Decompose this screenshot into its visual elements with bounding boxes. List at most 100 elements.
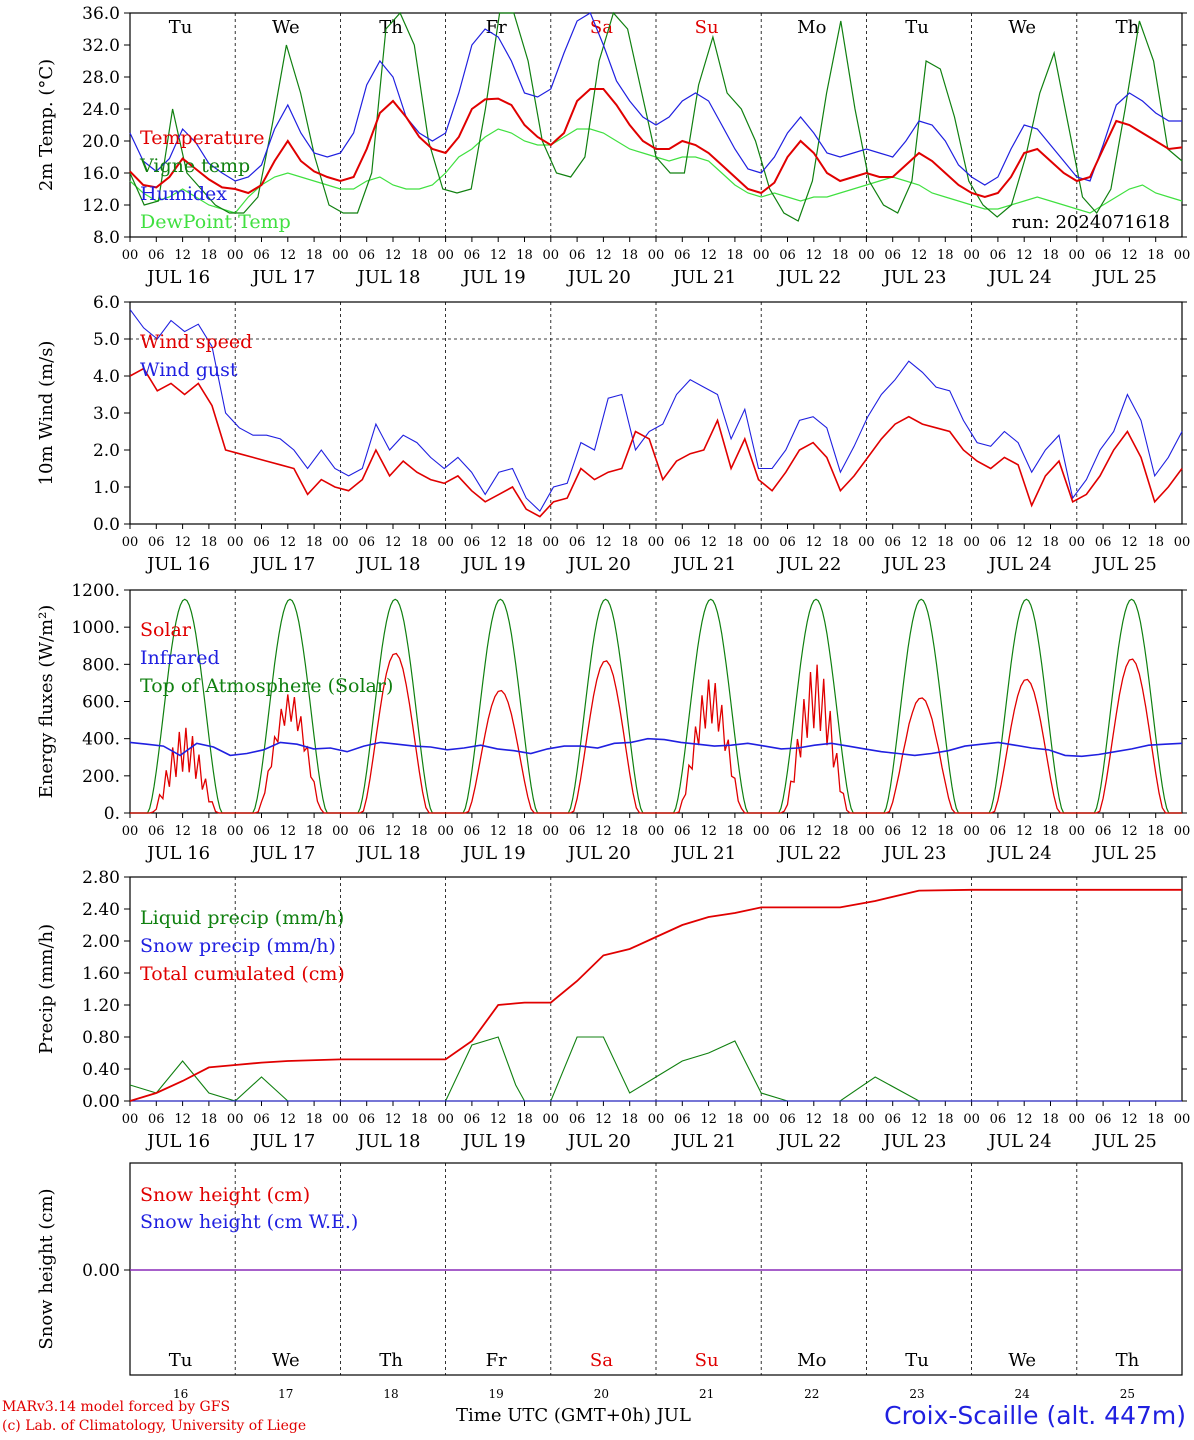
day-number: 22	[804, 1387, 819, 1401]
x-tick-label: 12	[700, 535, 717, 550]
x-tick-label: 18	[727, 535, 744, 550]
x-tick-label: 12	[1016, 824, 1033, 839]
x-date-label: JUL 21	[671, 843, 736, 864]
series-temperature	[129, 88, 1183, 199]
x-tick-label: 06	[358, 248, 375, 263]
legend-entry: DewPoint Temp	[140, 211, 291, 233]
x-tick-label: 00	[227, 1112, 244, 1127]
x-tick-label: 18	[306, 1112, 323, 1127]
x-tick-label: 06	[358, 824, 375, 839]
y-tick-label: 1200.	[71, 581, 120, 601]
x-tick-label: 06	[990, 824, 1007, 839]
y-tick-label: 2.80	[82, 868, 120, 888]
y-tick-label: 12.0	[82, 196, 120, 216]
x-tick-label: 12	[700, 1112, 717, 1127]
series-toa-day	[340, 598, 446, 814]
x-tick-label: 18	[1147, 248, 1164, 263]
day-number: 16	[173, 1387, 188, 1401]
x-tick-label: 12	[700, 248, 717, 263]
x-tick-label: 12	[595, 535, 612, 550]
series-solar-day	[1076, 658, 1182, 814]
y-tick-label: 200.	[82, 767, 120, 787]
day-abbr: We	[272, 1350, 300, 1371]
x-tick-label: 12	[490, 248, 507, 263]
x-tick-label: 00	[1174, 248, 1191, 263]
legend-entry: Humidex	[140, 183, 227, 205]
x-tick-label: 18	[832, 824, 849, 839]
series-solar-day	[866, 697, 972, 814]
x-date-label: JUL 24	[987, 843, 1052, 864]
x-tick-label: 06	[990, 535, 1007, 550]
x-tick-label: 06	[674, 535, 691, 550]
y-axis-label: Precip (mm/h)	[36, 924, 57, 1054]
x-tick-label: 18	[516, 535, 533, 550]
series-solar-day	[971, 678, 1077, 814]
y-tick-label: 24.0	[82, 100, 120, 120]
x-tick-label: 18	[832, 248, 849, 263]
x-tick-label: 18	[621, 1112, 638, 1127]
x-date-label: JUL 24	[987, 267, 1052, 288]
x-tick-label: 12	[1121, 248, 1138, 263]
y-tick-label: 5.0	[93, 330, 120, 350]
x-tick-label: 12	[1121, 535, 1138, 550]
x-tick-label: 06	[884, 824, 901, 839]
station-name: Croix-Scaille (alt. 447m)	[884, 1401, 1186, 1430]
x-date-label: JUL 22	[776, 554, 841, 575]
x-date-label: JUL 18	[356, 267, 421, 288]
x-tick-label: 00	[437, 248, 454, 263]
x-tick-label: 06	[253, 824, 270, 839]
x-date-label: JUL 20	[566, 554, 631, 575]
x-tick-label: 18	[832, 535, 849, 550]
x-tick-label: 18	[411, 535, 428, 550]
series-toa-day	[761, 598, 867, 814]
x-tick-label: 00	[858, 248, 875, 263]
legend-entry: Snow height (cm W.E.)	[140, 1211, 358, 1233]
x-tick-label: 18	[621, 248, 638, 263]
series-solar-day	[761, 664, 867, 814]
x-tick-label: 12	[911, 1112, 928, 1127]
x-tick-label: 00	[227, 535, 244, 550]
series-solar-day	[550, 660, 656, 814]
series-solar-day	[340, 652, 446, 814]
day-abbr: Mo	[797, 17, 826, 38]
series-solar-day	[445, 689, 551, 814]
x-tick-label: 18	[516, 1112, 533, 1127]
x-tick-label: 18	[306, 824, 323, 839]
x-tick-label: 12	[174, 824, 191, 839]
x-date-label: JUL 23	[882, 267, 947, 288]
x-tick-label: 06	[358, 1112, 375, 1127]
x-tick-label: 06	[464, 535, 481, 550]
legend-entry: Liquid precip (mm/h)	[140, 907, 344, 929]
x-tick-label: 12	[385, 824, 402, 839]
x-tick-label: 12	[1016, 535, 1033, 550]
x-date-label: JUL 21	[671, 1131, 736, 1152]
x-tick-label: 12	[490, 535, 507, 550]
series-wind-gust	[129, 309, 1183, 512]
series-toa-day	[1076, 598, 1182, 814]
x-tick-label: 00	[963, 535, 980, 550]
y-tick-label: 3.0	[93, 404, 120, 424]
x-tick-label: 00	[332, 1112, 349, 1127]
x-tick-label: 00	[437, 824, 454, 839]
day-number: 18	[383, 1387, 398, 1401]
legend-entry: Temperature	[140, 127, 264, 149]
x-tick-label: 12	[490, 824, 507, 839]
x-date-label: JUL 18	[356, 843, 421, 864]
y-axis-label: Snow height (cm)	[36, 1188, 57, 1349]
legend-entry: Top of Atmosphere (Solar)	[140, 675, 393, 697]
x-tick-label: 12	[806, 535, 823, 550]
x-tick-label: 18	[1042, 1112, 1059, 1127]
legend-entry: Snow precip (mm/h)	[140, 935, 336, 957]
x-tick-label: 06	[1095, 248, 1112, 263]
x-tick-label: 00	[1174, 535, 1191, 550]
x-tick-label: 00	[122, 1112, 139, 1127]
x-tick-label: 18	[621, 535, 638, 550]
x-date-label: JUL 19	[461, 843, 526, 864]
y-axis-label: Energy fluxes (W/m²)	[36, 605, 57, 799]
x-tick-label: 00	[437, 535, 454, 550]
x-tick-label: 06	[464, 1112, 481, 1127]
x-tick-label: 06	[1095, 535, 1112, 550]
day-abbr: Su	[695, 1350, 719, 1371]
x-tick-label: 18	[937, 1112, 954, 1127]
run-label: run: 2024071618	[1012, 212, 1170, 233]
